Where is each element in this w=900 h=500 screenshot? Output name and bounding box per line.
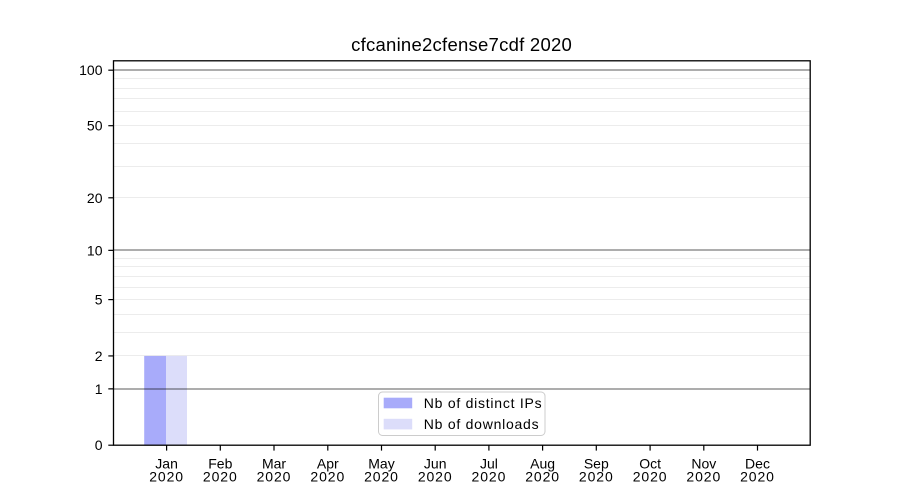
svg-text:2020: 2020: [525, 469, 560, 485]
svg-text:2020: 2020: [310, 469, 345, 485]
svg-text:Nb of downloads: Nb of downloads: [424, 416, 540, 432]
svg-text:2020: 2020: [686, 469, 721, 485]
svg-text:0: 0: [95, 437, 103, 453]
svg-text:100: 100: [79, 62, 103, 78]
svg-text:10: 10: [87, 242, 103, 258]
svg-text:2020: 2020: [579, 469, 614, 485]
svg-text:May: May: [368, 456, 394, 472]
svg-text:1: 1: [95, 381, 103, 397]
svg-text:Oct: Oct: [639, 456, 661, 472]
svg-text:Nov: Nov: [691, 456, 716, 472]
svg-text:Jun: Jun: [424, 456, 447, 472]
svg-text:Feb: Feb: [208, 456, 232, 472]
svg-text:2020: 2020: [149, 469, 184, 485]
svg-text:Sep: Sep: [584, 456, 609, 472]
svg-text:Nb of distinct IPs: Nb of distinct IPs: [424, 395, 543, 411]
svg-text:Jul: Jul: [480, 456, 498, 472]
svg-text:2020: 2020: [633, 469, 668, 485]
svg-text:2020: 2020: [418, 469, 453, 485]
svg-text:2: 2: [95, 348, 103, 364]
svg-text:Jan: Jan: [155, 456, 178, 472]
svg-text:cfcanine2cfense7cdf 2020: cfcanine2cfense7cdf 2020: [351, 34, 572, 55]
svg-text:Aug: Aug: [530, 456, 555, 472]
svg-text:5: 5: [95, 292, 103, 308]
svg-text:2020: 2020: [472, 469, 507, 485]
svg-text:20: 20: [87, 190, 103, 206]
svg-text:Dec: Dec: [745, 456, 770, 472]
svg-text:2020: 2020: [740, 469, 775, 485]
svg-text:Apr: Apr: [317, 456, 339, 472]
svg-text:2020: 2020: [257, 469, 292, 485]
svg-text:2020: 2020: [203, 469, 238, 485]
svg-text:2020: 2020: [364, 469, 399, 485]
svg-text:Mar: Mar: [262, 456, 286, 472]
svg-text:50: 50: [87, 118, 103, 134]
